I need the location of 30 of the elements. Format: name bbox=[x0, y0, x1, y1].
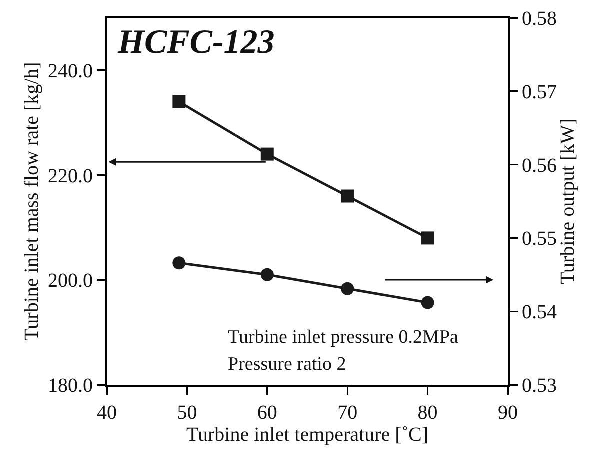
y2-tick-label: 0.54 bbox=[522, 302, 557, 324]
annotation: Pressure ratio 2 bbox=[228, 354, 346, 375]
point bbox=[421, 296, 434, 310]
x-tick-label: 50 bbox=[177, 402, 198, 424]
y2-tick-label: 0.56 bbox=[522, 154, 557, 177]
y-tick-label: 180.0 bbox=[48, 375, 93, 397]
y-tick-label: 200.0 bbox=[48, 270, 93, 292]
y2-tick-label: 0.57 bbox=[522, 81, 557, 104]
y2-axis-title: Turbine output [kW] bbox=[557, 118, 579, 284]
y-tick-label: 240.0 bbox=[48, 60, 93, 82]
x-tick-label: 40 bbox=[97, 402, 117, 424]
y-tick-label: 220.0 bbox=[48, 165, 93, 188]
y-axis-title: Turbine inlet mass flow rate [kg/h] bbox=[21, 62, 43, 341]
point bbox=[421, 232, 434, 245]
x-tick-label: 60 bbox=[257, 402, 278, 424]
point bbox=[341, 190, 354, 203]
point bbox=[341, 282, 354, 296]
x-tick-label: 90 bbox=[498, 402, 518, 424]
point bbox=[260, 268, 274, 282]
y2-tick-label: 0.55 bbox=[522, 228, 557, 250]
point bbox=[260, 148, 274, 161]
chart-title: HCFC-123 bbox=[117, 24, 275, 61]
x-tick-label: 80 bbox=[418, 402, 438, 424]
point bbox=[172, 95, 186, 108]
y2-tick-label: 0.53 bbox=[522, 375, 557, 397]
x-axis-title: Turbine inlet temperature [˚C] bbox=[186, 424, 428, 446]
y2-tick-label: 0.58 bbox=[522, 8, 557, 30]
point bbox=[172, 256, 186, 270]
annotation: Turbine inlet pressure 0.2MPa bbox=[228, 327, 460, 348]
x-tick-label: 70 bbox=[338, 402, 358, 424]
